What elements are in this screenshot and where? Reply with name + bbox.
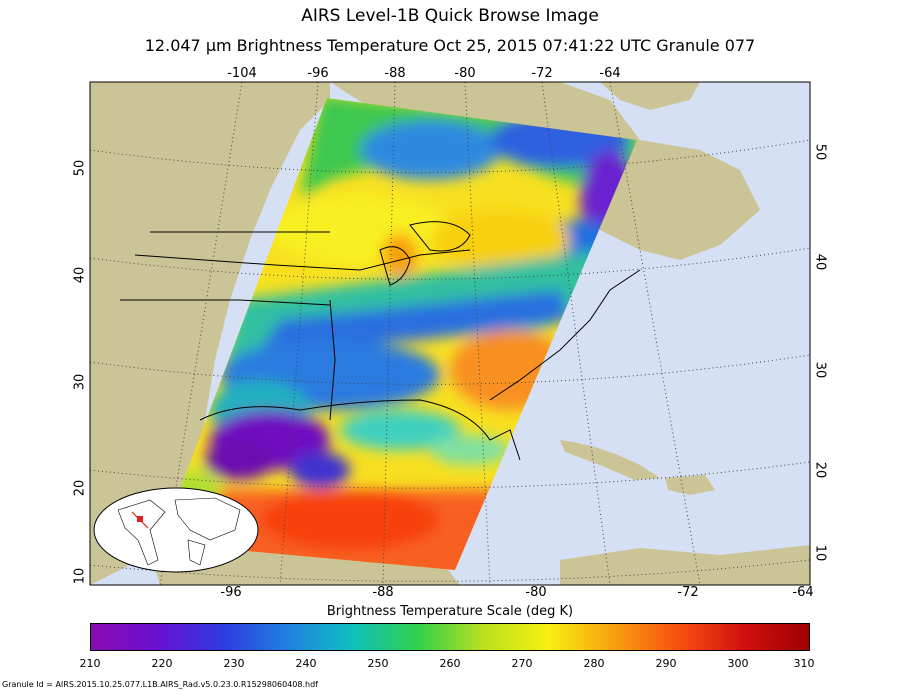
chart-title: AIRS Level-1B Quick Browse Image bbox=[301, 6, 599, 26]
chart-subtitle: 12.047 μm Brightness Temperature Oct 25,… bbox=[144, 36, 756, 55]
scale-tick: 230 bbox=[223, 657, 245, 670]
top-lon-tick: -88 bbox=[384, 66, 406, 81]
scale-title: Brightness Temperature Scale (deg K) bbox=[326, 604, 574, 619]
scale-tick: 290 bbox=[655, 657, 677, 670]
coastlines bbox=[120, 221, 641, 461]
top-lon-tick: -72 bbox=[531, 66, 553, 81]
scale-tick: 260 bbox=[439, 657, 461, 670]
map-frame bbox=[89, 81, 811, 586]
bottom-lon-tick: -72 bbox=[677, 585, 699, 600]
scale-tick: 270 bbox=[511, 657, 533, 670]
scale-tick: 310 bbox=[793, 657, 815, 670]
color-scale-bar bbox=[90, 623, 810, 651]
bottom-lon-tick: -88 bbox=[372, 585, 394, 600]
scale-tick: 210 bbox=[79, 657, 101, 670]
top-lon-tick: -104 bbox=[227, 66, 257, 81]
scale-tick: 240 bbox=[295, 657, 317, 670]
top-lon-tick: -96 bbox=[307, 66, 329, 81]
scale-tick: 280 bbox=[583, 657, 605, 670]
scale-tick: 250 bbox=[367, 657, 389, 670]
inset-globe bbox=[93, 487, 259, 573]
top-lon-tick: -64 bbox=[599, 66, 621, 81]
map-panel bbox=[89, 81, 811, 586]
bottom-lon-tick: -80 bbox=[525, 585, 547, 600]
scale-tick: 300 bbox=[727, 657, 749, 670]
bottom-lon-tick: -64 bbox=[792, 585, 814, 600]
bottom-lon-tick: -96 bbox=[220, 585, 242, 600]
granule-id-footer: Granule Id = AIRS.2015.10.25.077.L1B.AIR… bbox=[2, 680, 318, 689]
scale-tick: 220 bbox=[151, 657, 173, 670]
top-lon-tick: -80 bbox=[454, 66, 476, 81]
